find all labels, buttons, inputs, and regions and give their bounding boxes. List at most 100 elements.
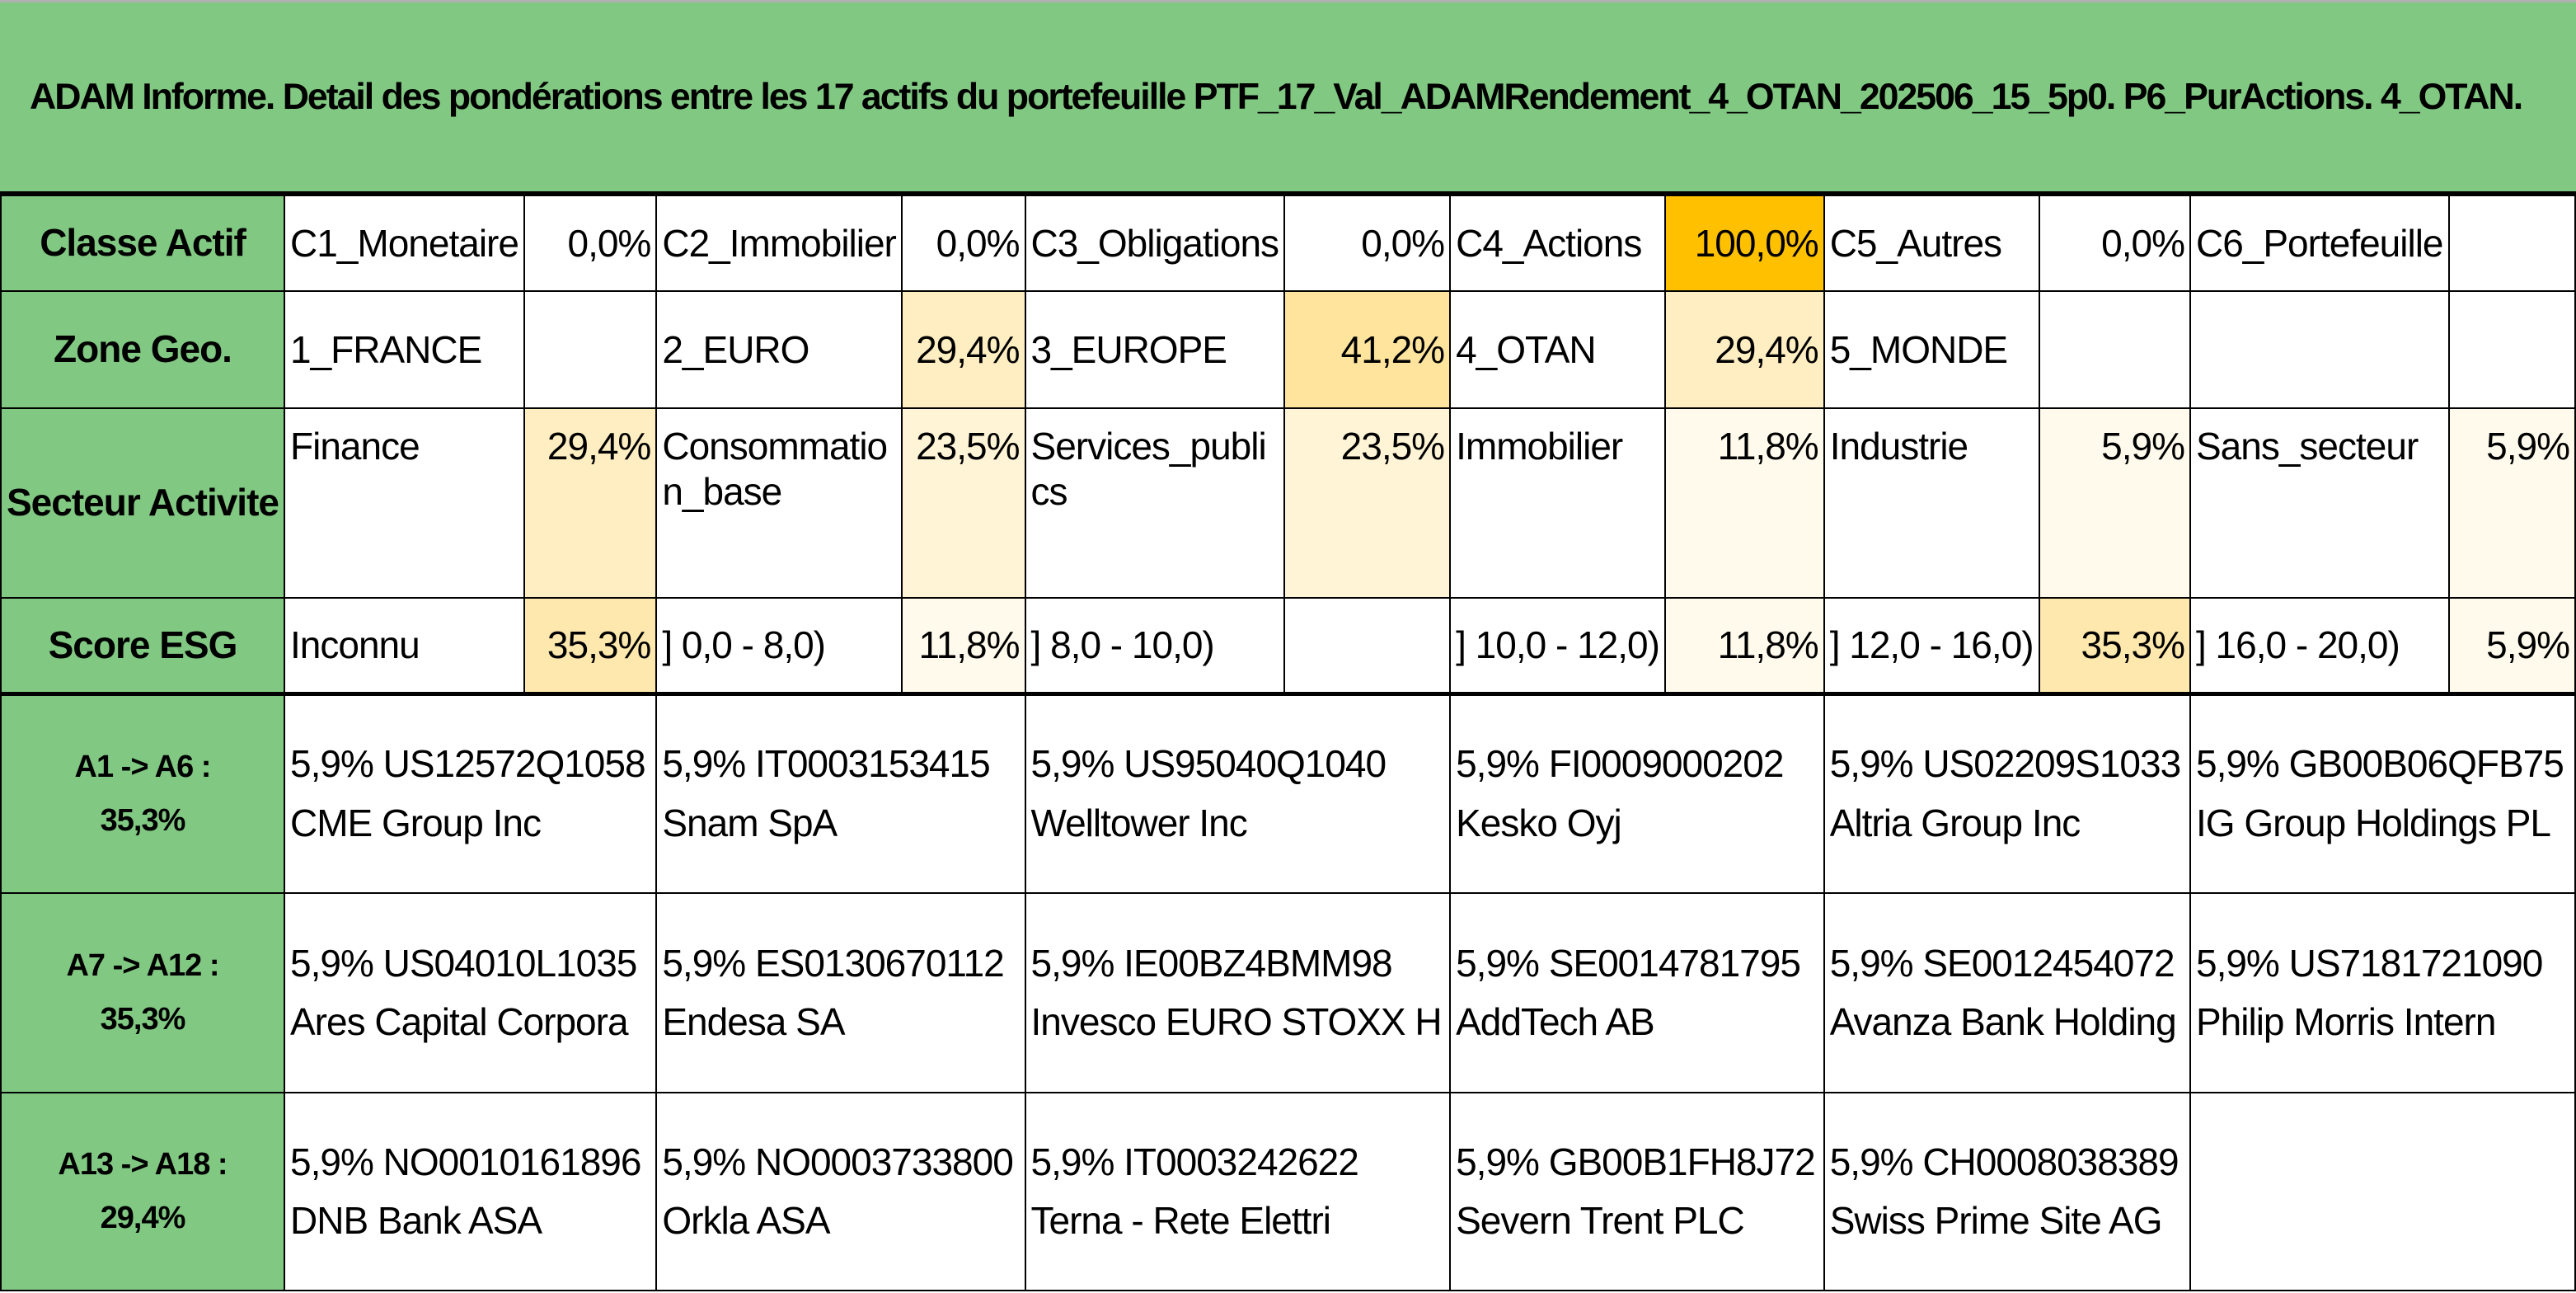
asset-cell: 5,9% CH0008038389 Swiss Prime Site AG: [1823, 1092, 2191, 1291]
asset-cell: 5,9% IT0003242622 Terna - Rete Elettri: [1024, 1092, 1452, 1291]
esg-name: ] 10,0 - 12,0): [1449, 597, 1666, 696]
asset-code: 5,9% US95040Q1040: [1030, 742, 1387, 786]
esg-name: ] 0,0 - 8,0): [655, 597, 903, 696]
asset-code: 5,9% US7181721090: [2195, 941, 2543, 985]
classe-name: C1_Monetaire: [284, 195, 525, 292]
asset-cell: 5,9% US95040Q1040 Welltower Inc: [1024, 693, 1452, 894]
esg-name: ] 16,0 - 20,0): [2189, 597, 2450, 696]
asset-code: 5,9% FI0009000202: [1456, 742, 1784, 786]
asset-cell: 5,9% US04010L1035 Ares Capital Corpora: [283, 892, 658, 1093]
asset-name: Swiss Prime Site AG: [1829, 1199, 2163, 1242]
asset-range-total: 29,4%: [100, 1201, 186, 1235]
classe-name: C6_Portefeuille: [2189, 195, 2450, 292]
asset-code: 5,9% GB00B06QFB75: [2195, 742, 2564, 786]
classe-name: C5_Autres: [1823, 195, 2040, 292]
classe-actif-row: Classe Actif C1_Monetaire 0,0% C2_Immobi…: [0, 195, 2576, 292]
asset-cell: 5,9% US7181721090 Philip Morris Intern: [2189, 892, 2576, 1093]
secteur-value: 23,5%: [1283, 407, 1452, 599]
asset-row-label: A7 -> A12 : 35,3%: [0, 892, 285, 1093]
classe-name: C3_Obligations: [1024, 195, 1286, 292]
row-label-secteur: Secteur Activite: [0, 407, 285, 599]
asset-cell: 5,9% NO0010161896 DNB Bank ASA: [283, 1092, 658, 1291]
secteur-name: Industrie: [1823, 407, 2040, 599]
zone-value: 41,2%: [1283, 290, 1452, 409]
asset-cell: [2189, 1092, 2576, 1291]
asset-name: AddTech AB: [1456, 1000, 1655, 1043]
asset-cell: 5,9% SE0014781795 AddTech AB: [1449, 892, 1825, 1093]
zone-value: [2038, 290, 2191, 409]
classe-name: C2_Immobilier: [655, 195, 903, 292]
asset-cell: 5,9% US02209S1033 Altria Group Inc: [1823, 693, 2191, 894]
zone-value: 29,4%: [900, 290, 1026, 409]
classe-value: 0,0%: [900, 195, 1026, 292]
asset-name: Endesa SA: [662, 1000, 845, 1043]
zone-geo-row: Zone Geo. 1_FRANCE 2_EURO 29,4% 3_EUROPE…: [0, 290, 2576, 409]
classe-value: 0,0%: [1283, 195, 1452, 292]
row-label-zone-geo: Zone Geo.: [0, 290, 285, 409]
secteur-value: 23,5%: [900, 407, 1026, 599]
asset-name: DNB Bank ASA: [290, 1199, 542, 1242]
esg-value: [1283, 597, 1452, 696]
zone-value: 29,4%: [1663, 290, 1825, 409]
asset-row-label: A1 -> A6 : 35,3%: [0, 693, 285, 894]
zone-value: [523, 290, 658, 409]
asset-cell: 5,9% GB00B06QFB75 IG Group Holdings PL: [2189, 693, 2576, 894]
classe-value: 0,0%: [2038, 195, 2191, 292]
asset-code: 5,9% IT0003242622: [1030, 1140, 1359, 1183]
asset-name: Invesco EURO STOXX H: [1030, 1000, 1443, 1043]
esg-value: 35,3%: [523, 597, 658, 696]
asset-code: 5,9% US12572Q1058: [290, 742, 646, 786]
secteur-value: 11,8%: [1663, 407, 1825, 599]
secteur-value: 5,9%: [2038, 407, 2191, 599]
asset-code: 5,9% IT0003153415: [662, 742, 990, 786]
zone-name: 2_EURO: [655, 290, 903, 409]
row-label-classe-actif: Classe Actif: [0, 195, 285, 292]
secteur-value: 29,4%: [523, 407, 658, 599]
zone-name: 1_FRANCE: [284, 290, 525, 409]
asset-code: 5,9% CH0008038389: [1829, 1140, 2180, 1183]
zone-name: 3_EUROPE: [1024, 290, 1286, 409]
allocation-table: Classe Actif C1_Monetaire 0,0% C2_Immobi…: [0, 195, 2576, 1291]
secteur-name: Finance: [284, 407, 525, 599]
asset-cell: 5,9% NO0003733800 Orkla ASA: [655, 1092, 1026, 1291]
zone-name: 5_MONDE: [1823, 290, 2040, 409]
asset-name: Kesko Oyj: [1456, 801, 1622, 844]
asset-code: 5,9% SE0012454072: [1829, 941, 2175, 985]
asset-code: 5,9% NO0010161896: [290, 1140, 641, 1183]
asset-range-label: A7 -> A12 :: [66, 948, 219, 984]
score-esg-row: Score ESG Inconnu 35,3% ] 0,0 - 8,0) 11,…: [0, 597, 2576, 696]
asset-code: 5,9% US04010L1035: [290, 941, 637, 985]
esg-value: 11,8%: [900, 597, 1026, 696]
asset-code: 5,9% IE00BZ4BMM98: [1030, 941, 1393, 985]
classe-value: 0,0%: [523, 195, 658, 292]
asset-code: 5,9% GB00B1FH8J72: [1456, 1140, 1816, 1183]
asset-cell: 5,9% GB00B1FH8J72 Severn Trent PLC: [1449, 1092, 1825, 1291]
asset-cell: 5,9% IE00BZ4BMM98 Invesco EURO STOXX H: [1024, 892, 1452, 1093]
asset-cell: 5,9% SE0012454072 Avanza Bank Holding: [1823, 892, 2191, 1093]
esg-value: 11,8%: [1663, 597, 1825, 696]
asset-name: Philip Morris Intern: [2195, 1000, 2496, 1043]
asset-code: 5,9% NO0003733800: [662, 1140, 1013, 1183]
asset-cell: 5,9% IT0003153415 Snam SpA: [655, 693, 1026, 894]
asset-name: CME Group Inc: [290, 801, 542, 844]
asset-range-total: 35,3%: [100, 1002, 186, 1037]
secteur-value: 5,9%: [2447, 407, 2576, 599]
asset-name: Welltower Inc: [1030, 801, 1248, 844]
asset-code: 5,9% SE0014781795: [1456, 941, 1801, 985]
asset-name: Terna - Rete Elettri: [1030, 1199, 1331, 1242]
classe-value: [2447, 195, 2576, 292]
zone-name: 4_OTAN: [1449, 290, 1666, 409]
esg-name: ] 12,0 - 16,0): [1823, 597, 2040, 696]
asset-row: A1 -> A6 : 35,3% 5,9% US12572Q1058 CME Gro…: [0, 693, 2576, 894]
asset-name: Ares Capital Corpora: [290, 1000, 629, 1043]
asset-range-label: A13 -> A18 :: [58, 1147, 228, 1183]
asset-range-label: A1 -> A6 :: [74, 750, 212, 785]
classe-name: C4_Actions: [1449, 195, 1666, 292]
secteur-name: Sans_secteur: [2189, 407, 2450, 599]
asset-range-total: 35,3%: [100, 802, 186, 838]
secteur-name: Services_publics: [1024, 407, 1286, 599]
asset-name: Altria Group Inc: [1829, 801, 2081, 844]
zone-value: [2447, 290, 2576, 409]
asset-row-label: A13 -> A18 : 29,4%: [0, 1092, 285, 1291]
asset-cell: 5,9% US12572Q1058 CME Group Inc: [283, 693, 658, 894]
